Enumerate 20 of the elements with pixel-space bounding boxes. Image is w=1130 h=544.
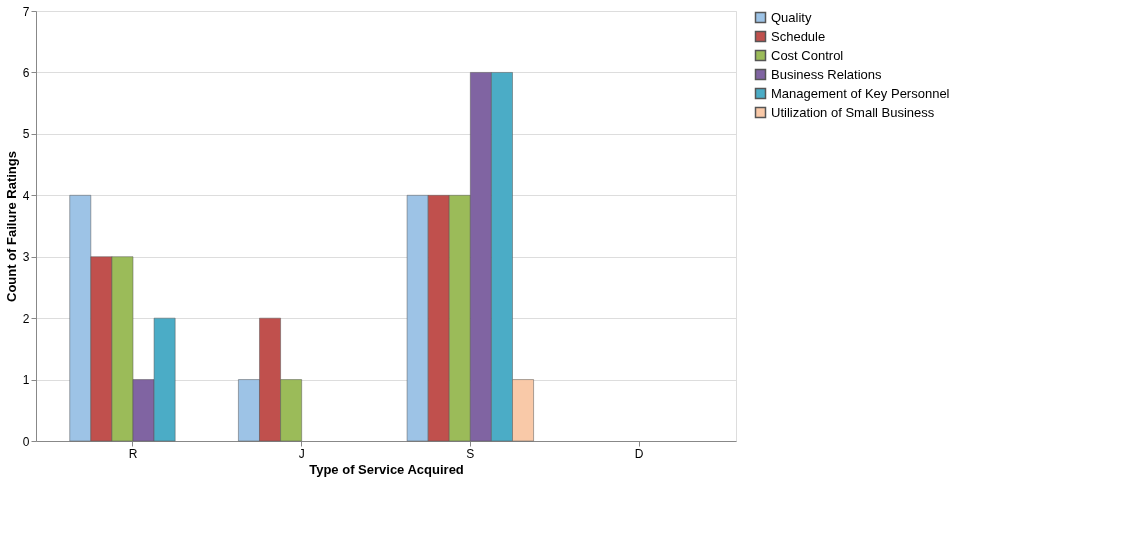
legend-label: Cost Control <box>771 47 844 63</box>
x-tick-label: R <box>128 446 138 461</box>
x-tick-label: D <box>634 446 644 461</box>
y-tick-label: 2 <box>22 311 30 326</box>
y-axis-title: Count of Failure Ratings <box>3 151 19 302</box>
legend-label: Business Relations <box>771 66 883 82</box>
legend-label: Utilization of Small Business <box>771 104 935 120</box>
legend-label: Quality <box>771 9 812 25</box>
x-axis-title: Type of Service Acquired <box>309 461 464 477</box>
x-tick-label: S <box>466 446 475 461</box>
x-tick-label: J <box>298 446 305 461</box>
y-tick-label: 4 <box>22 188 30 203</box>
y-tick-label: 3 <box>22 250 30 265</box>
y-tick-label: 1 <box>22 373 30 388</box>
y-tick-label: 0 <box>22 434 30 449</box>
legend-label: Schedule <box>771 28 826 44</box>
legend-label: Management of Key Personnel <box>771 85 950 101</box>
y-tick-label: 7 <box>22 4 30 19</box>
y-tick-label: 6 <box>22 65 30 80</box>
y-tick-label: 5 <box>22 127 30 142</box>
